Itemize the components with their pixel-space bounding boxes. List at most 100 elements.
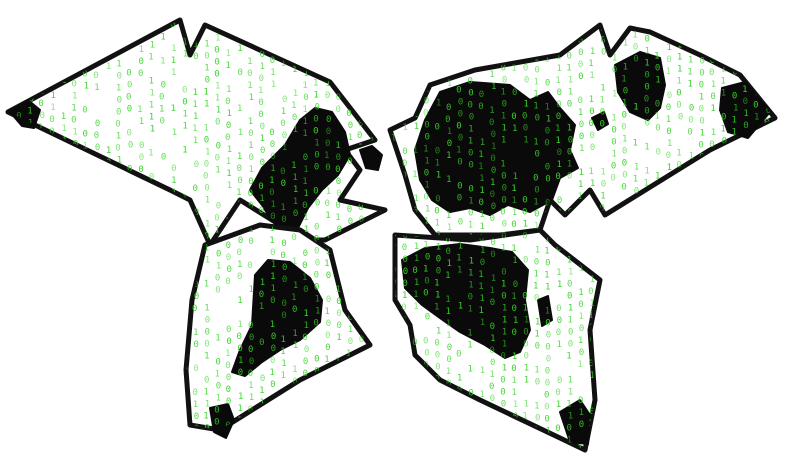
binary-digit: 0 <box>491 130 496 140</box>
binary-digit: 0 <box>403 99 408 109</box>
binary-digit: 0 <box>457 193 462 203</box>
binary-digit: 1 <box>556 16 561 26</box>
binary-digit: 0 <box>490 298 495 308</box>
binary-digit: 1 <box>82 370 87 380</box>
binary-digit: 0 <box>249 357 254 367</box>
binary-digit: 0 <box>764 298 769 308</box>
binary-digit: 0 <box>754 341 759 351</box>
binary-digit: 0 <box>555 172 560 182</box>
binary-digit: 0 <box>468 89 473 99</box>
binary-digit: 0 <box>291 17 296 27</box>
binary-digit: 1 <box>489 370 494 380</box>
binary-digit: 0 <box>6 161 11 171</box>
binary-digit: 1 <box>94 359 99 369</box>
binary-digit: 0 <box>313 318 318 328</box>
binary-digit: 0 <box>535 113 540 123</box>
binary-digit: 1 <box>127 297 132 307</box>
binary-digit: 1 <box>555 124 560 134</box>
binary-digit: 1 <box>567 123 572 133</box>
binary-digit: 0 <box>248 405 253 415</box>
binary-digit: 0 <box>137 381 142 391</box>
binary-digit: 1 <box>687 176 692 186</box>
binary-digit: 1 <box>348 61 353 71</box>
binary-digit: 0 <box>27 418 32 428</box>
binary-digit: 1 <box>84 154 89 164</box>
binary-digit: 0 <box>149 365 154 375</box>
binary-digit: 1 <box>336 441 341 451</box>
binary-digit: 0 <box>193 280 198 290</box>
binary-digit: 1 <box>94 275 99 285</box>
binary-digit: 1 <box>171 224 176 234</box>
binary-digit: 0 <box>722 377 727 387</box>
binary-digit: 1 <box>391 134 396 144</box>
binary-digit: 0 <box>676 101 681 111</box>
binary-digit: 1 <box>303 33 308 43</box>
binary-digit: 0 <box>368 29 373 39</box>
binary-digit: 1 <box>632 31 637 41</box>
binary-digit: 0 <box>533 173 538 183</box>
binary-digit: 0 <box>764 202 769 212</box>
binary-digit: 0 <box>435 63 440 73</box>
binary-digit: 0 <box>380 103 385 113</box>
binary-digit: 1 <box>50 211 55 221</box>
africa-lobe <box>392 227 603 453</box>
binary-digit: 1 <box>633 343 638 353</box>
binary-digit: 0 <box>534 257 539 267</box>
binary-digit: 0 <box>479 198 484 208</box>
binary-digit: 0 <box>567 99 572 109</box>
binary-digit: 0 <box>634 451 639 461</box>
binary-digit: 1 <box>84 274 89 284</box>
binary-digit: 0 <box>28 190 33 200</box>
binary-digit: 0 <box>39 351 44 361</box>
binary-digit: 1 <box>467 341 472 351</box>
binary-digit: 1 <box>193 136 198 146</box>
binary-digit: 1 <box>193 400 198 410</box>
binary-digit: 1 <box>600 252 605 262</box>
binary-digit: 0 <box>182 289 187 299</box>
binary-digit: 1 <box>414 218 419 228</box>
binary-digit: 0 <box>302 201 307 211</box>
binary-digit: 0 <box>379 259 384 269</box>
binary-digit: 1 <box>568 303 573 313</box>
binary-digit: 1 <box>743 313 748 323</box>
binary-digit: 0 <box>743 205 748 215</box>
binary-digit: 1 <box>523 435 528 445</box>
binary-digit: 0 <box>28 214 33 224</box>
binary-digit: 0 <box>313 42 318 52</box>
binary-digit: 1 <box>237 296 242 306</box>
binary-digit: 1 <box>379 247 384 257</box>
binary-digit: 1 <box>524 363 529 373</box>
binary-digit: 0 <box>303 153 308 163</box>
binary-digit: 0 <box>567 423 572 433</box>
binary-digit: 1 <box>359 359 364 369</box>
binary-digit: 1 <box>249 93 254 103</box>
binary-digit: 1 <box>346 421 351 431</box>
binary-digit: 0 <box>51 19 56 29</box>
binary-digit: 1 <box>534 329 539 339</box>
binary-digit: 1 <box>458 301 463 311</box>
binary-digit: 1 <box>567 159 572 169</box>
binary-digit: 0 <box>203 448 208 458</box>
binary-digit: 0 <box>6 245 11 255</box>
binary-digit: 0 <box>16 399 21 409</box>
binary-digit: 1 <box>665 235 670 245</box>
binary-digit: 1 <box>578 312 583 322</box>
binary-digit: 1 <box>632 223 637 233</box>
binary-digit: 1 <box>501 279 506 289</box>
binary-digit: 1 <box>205 220 210 230</box>
binary-digit: 0 <box>270 452 275 462</box>
binary-digit: 1 <box>62 220 67 230</box>
binary-digit: 1 <box>39 39 44 49</box>
binary-digit: 0 <box>247 261 252 271</box>
binary-digit: 0 <box>645 34 650 44</box>
binary-digit: 1 <box>292 257 297 267</box>
binary-digit: 0 <box>182 229 187 239</box>
binary-digit: 1 <box>269 236 274 246</box>
binary-digit: 0 <box>687 128 692 138</box>
binary-digit: 1 <box>513 316 518 326</box>
binary-digit: 1 <box>544 271 549 281</box>
binary-digit: 0 <box>490 214 495 224</box>
binary-digit: 1 <box>667 139 672 149</box>
binary-digit: 1 <box>293 341 298 351</box>
binary-digit: 0 <box>38 135 43 145</box>
